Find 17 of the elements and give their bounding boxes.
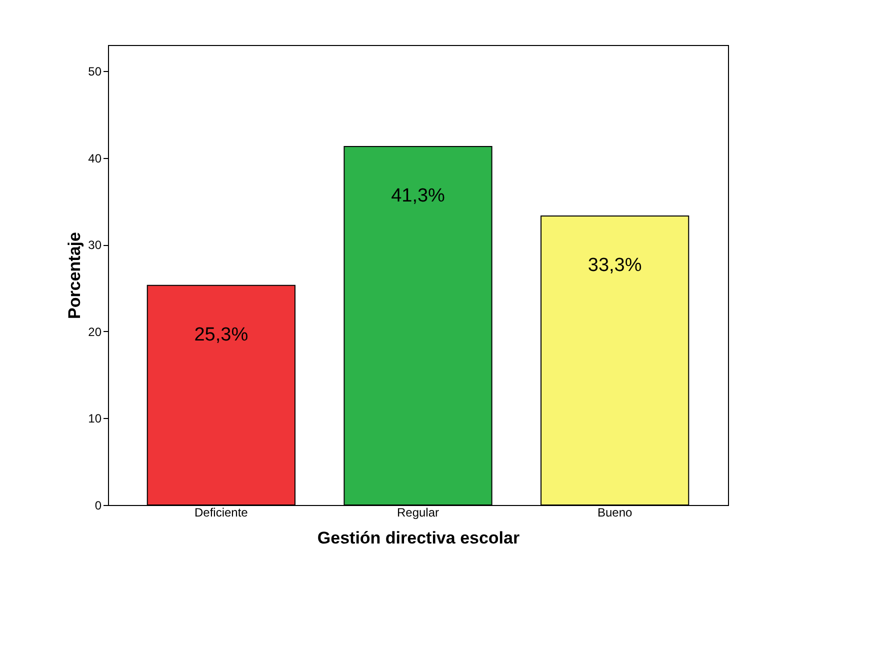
x-tick-label: Deficiente xyxy=(194,506,248,520)
data-label: 25,3% xyxy=(194,324,248,346)
data-label: 33,3% xyxy=(588,254,642,276)
bar xyxy=(540,215,690,506)
bar xyxy=(344,146,492,506)
x-tick-label: Regular xyxy=(396,506,440,520)
x-tick-label: Bueno xyxy=(597,506,632,520)
data-label: 41,3% xyxy=(391,186,446,207)
y-tick-label: 0 xyxy=(94,498,102,512)
y-tick-label: 10 xyxy=(88,412,102,426)
y-tick-label: 20 xyxy=(88,324,102,339)
y-tick-label: 50 xyxy=(88,64,102,79)
bar xyxy=(146,284,296,506)
y-tick-label: 40 xyxy=(88,151,102,166)
y-axis-title: Porcentaje xyxy=(65,232,84,319)
x-axis-title: Gestión directiva escolar xyxy=(317,528,520,548)
y-tick-label: 30 xyxy=(88,238,102,252)
